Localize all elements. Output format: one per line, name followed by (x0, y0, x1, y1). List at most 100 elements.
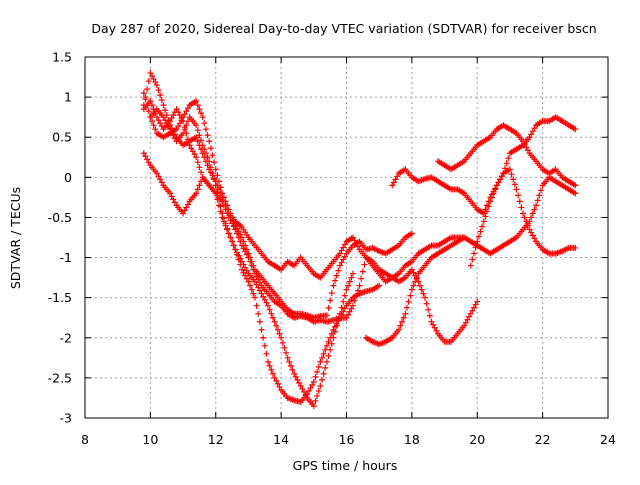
series-8 (435, 122, 579, 189)
data-point-dense (233, 230, 240, 237)
data-point-dense (184, 201, 191, 208)
y-axis-label: SDTVAR / TECUs (8, 187, 23, 289)
y-tick-label: 0 (64, 170, 72, 185)
data-point-dense (505, 155, 512, 162)
data-point-dense (495, 179, 502, 186)
data-point-dense (175, 109, 182, 116)
data-point-dense (472, 244, 479, 251)
data-point-dense (243, 251, 250, 258)
data-point-dense (430, 321, 437, 328)
data-point-dense (266, 362, 273, 369)
data-point-dense (152, 79, 159, 86)
data-point-dense (155, 173, 162, 180)
data-point-dense (469, 307, 476, 314)
data-point-dense (314, 368, 321, 375)
data-point-dense (256, 279, 263, 286)
data-point (166, 190, 173, 197)
data-point-dense (410, 282, 417, 289)
data-point (291, 370, 298, 377)
data-point (180, 130, 187, 137)
data-point-dense (240, 269, 247, 276)
data-point-dense (255, 310, 262, 317)
chart-title: Day 287 of 2020, Sidereal Day-to-day VTE… (91, 21, 596, 36)
data-point-dense (482, 213, 489, 220)
data-point-dense (142, 153, 149, 160)
data-point-dense (157, 176, 164, 183)
data-point (212, 182, 219, 189)
data-point-dense (412, 278, 419, 285)
data-point-dense (488, 194, 495, 201)
data-point (474, 298, 481, 305)
data-point-dense (318, 354, 325, 361)
data-point-dense (524, 222, 531, 229)
data-point-dense (201, 120, 208, 127)
data-point-dense (253, 302, 260, 309)
data-point-dense (233, 249, 240, 256)
data-point-dense (230, 242, 237, 249)
data-point-dense (341, 241, 348, 248)
data-point-dense (325, 338, 332, 345)
data-point-dense (477, 228, 484, 235)
data-point (297, 382, 304, 389)
x-tick-label: 12 (208, 432, 224, 447)
data-point-dense (194, 102, 201, 109)
data-point-dense (518, 204, 525, 211)
data-point-dense (184, 136, 191, 143)
data-point-dense (531, 125, 538, 132)
data-point-dense (144, 86, 151, 93)
data-point-dense (149, 118, 156, 125)
data-point-dense (309, 381, 316, 388)
data-point (180, 210, 187, 217)
y-tick-label: -0.5 (48, 210, 72, 225)
data-point-dense (237, 255, 244, 262)
y-tick-label: -3 (60, 411, 72, 426)
data-point (467, 262, 474, 269)
data-point-dense (237, 238, 244, 245)
data-point (238, 266, 245, 273)
data-point-dense (335, 267, 342, 274)
data-point-dense (194, 127, 201, 134)
data-point (480, 218, 487, 225)
data-point (330, 282, 337, 289)
data-point (408, 230, 415, 237)
data-point-dense (183, 204, 190, 211)
data-point (500, 170, 507, 177)
data-point (212, 166, 219, 173)
data-point-dense (261, 342, 268, 349)
data-point-dense (345, 282, 352, 289)
data-point-dense (243, 275, 250, 282)
data-point-dense (516, 198, 523, 205)
data-point-dense (202, 150, 209, 157)
data-point-dense (338, 259, 345, 266)
x-tick-labels: 8 10 12 14 16 18 20 22 24 (81, 432, 616, 447)
data-point-dense (227, 234, 234, 241)
data-point-dense (183, 122, 190, 129)
data-point (140, 150, 147, 157)
data-point (421, 294, 428, 301)
data-point-dense (191, 151, 198, 158)
data-point-dense (150, 122, 157, 129)
data-point (193, 122, 200, 129)
data-point-dense (157, 92, 164, 99)
data-point-dense (176, 120, 183, 127)
y-tick-label: 1 (64, 90, 72, 105)
data-point-dense (222, 206, 229, 213)
data-point-dense (399, 318, 406, 325)
data-point (389, 182, 396, 189)
data-point-dense (413, 274, 420, 281)
data-point (467, 310, 474, 317)
data-point-dense (503, 160, 510, 167)
data-point-dense (466, 313, 473, 320)
data-point-dense (170, 196, 177, 203)
data-point-dense (149, 102, 156, 109)
data-point-dense (243, 267, 250, 274)
data-point (474, 238, 481, 245)
data-point-dense (155, 117, 162, 124)
data-point-dense (472, 301, 479, 308)
data-point-dense (158, 123, 165, 130)
grid-lines (85, 57, 608, 418)
data-point (206, 158, 213, 165)
data-point-dense (328, 340, 335, 347)
data-point (251, 294, 258, 301)
data-point-dense (511, 181, 518, 188)
